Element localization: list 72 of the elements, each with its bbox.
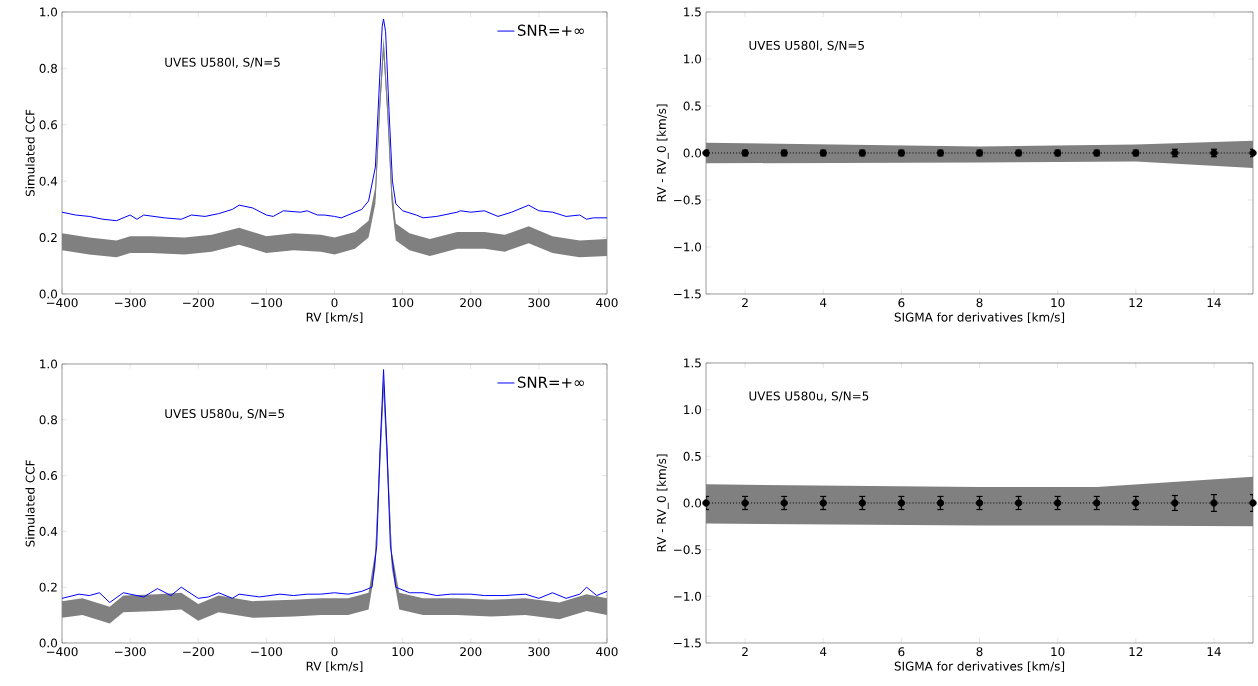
y-tick-label: 1.0 (40, 7, 58, 17)
y-tick-label: 1.0 (684, 405, 702, 415)
x-axis-title: RV [km/s] (306, 661, 363, 673)
legend-label: SNR=+∞ (517, 376, 584, 388)
x-tick-label: 2 (742, 647, 748, 657)
x-tick-label: 4 (820, 647, 827, 656)
x-axis-title: SIGMA for derivatives [km/s] (894, 661, 1065, 673)
annotation: UVES U580l, S/N=5 (165, 57, 280, 68)
x-tick-label: −100 (251, 647, 282, 657)
x-tick-label: 400 (596, 298, 618, 308)
x-axis-title: SIGMA for derivatives [km/s] (894, 312, 1065, 324)
x-tick-label: 200 (460, 647, 482, 657)
x-axis-title: RV [km/s] (306, 312, 363, 324)
y-tick-label: 0.0 (683, 498, 702, 508)
x-tick-label: 300 (528, 647, 550, 657)
y-tick-label: 0.4 (39, 526, 58, 536)
y-tick-label: 1.5 (684, 358, 701, 368)
x-tick-label: −200 (183, 647, 214, 657)
x-tick-label: 100 (392, 647, 414, 657)
x-tick-label: 12 (1129, 298, 1143, 308)
y-axis-title: RV - RV_0 [km/s] (656, 454, 669, 552)
y-tick-label: 0.4 (39, 176, 58, 186)
y-tick-label: 1.0 (684, 54, 702, 64)
y-tick-label: 0.8 (39, 63, 57, 73)
x-tick-label: 200 (460, 298, 482, 308)
annotation: UVES U580u, S/N=5 (749, 391, 869, 402)
x-tick-label: 8 (976, 647, 983, 657)
x-tick-label: −400 (46, 298, 78, 308)
y-tick-label: 0.0 (683, 148, 702, 158)
annotation: UVES U580u, S/N=5 (165, 409, 285, 420)
y-tick-label: 0.0 (39, 638, 58, 648)
y-tick-label: −0.5 (674, 545, 701, 555)
x-tick-label: 300 (528, 298, 550, 308)
x-tick-label: −300 (114, 647, 146, 657)
y-tick-label: 0.2 (39, 582, 57, 592)
x-tick-label: −300 (114, 298, 146, 308)
x-tick-label: 8 (976, 298, 983, 308)
x-tick-label: 400 (596, 647, 618, 657)
legend-label: SNR=+∞ (517, 24, 584, 36)
y-tick-label: 1.0 (40, 359, 58, 369)
y-tick-label: 0.5 (683, 451, 701, 461)
y-tick-label: 0.2 (39, 233, 57, 243)
x-tick-label: 6 (898, 647, 905, 657)
x-tick-label: 0 (331, 647, 338, 657)
y-tick-label: 1.5 (684, 7, 701, 17)
x-tick-label: 10 (1051, 298, 1065, 308)
y-tick-label: 0.6 (39, 120, 58, 130)
y-axis-title: Simulated CCF (25, 460, 35, 547)
y-axis-title: RV - RV_0 [km/s] (656, 104, 669, 202)
y-tick-label: 0.0 (39, 289, 58, 299)
y-tick-label: 0.8 (39, 415, 57, 425)
x-tick-label: 4 (820, 298, 827, 307)
x-tick-label: 14 (1207, 647, 1221, 656)
x-tick-label: 10 (1051, 647, 1065, 657)
x-tick-label: −400 (46, 647, 78, 657)
y-tick-label: −0.5 (674, 195, 701, 205)
y-tick-label: −1.5 (674, 638, 701, 648)
x-tick-label: 2 (742, 298, 748, 308)
y-tick-label: −1.0 (674, 242, 702, 252)
y-tick-label: 0.5 (683, 101, 701, 111)
x-tick-label: 6 (898, 298, 905, 308)
y-axis-title: Simulated CCF (25, 109, 35, 197)
y-tick-label: −1.5 (674, 289, 701, 299)
x-tick-label: 14 (1207, 298, 1221, 307)
y-tick-label: 0.6 (39, 471, 58, 481)
x-tick-label: −100 (251, 298, 282, 308)
x-tick-label: 100 (392, 298, 414, 308)
x-tick-label: −200 (183, 298, 214, 308)
x-tick-label: 12 (1129, 647, 1143, 657)
x-tick-label: 0 (331, 298, 338, 308)
y-tick-label: −1.0 (674, 591, 702, 601)
annotation: UVES U580l, S/N=5 (749, 40, 864, 52)
